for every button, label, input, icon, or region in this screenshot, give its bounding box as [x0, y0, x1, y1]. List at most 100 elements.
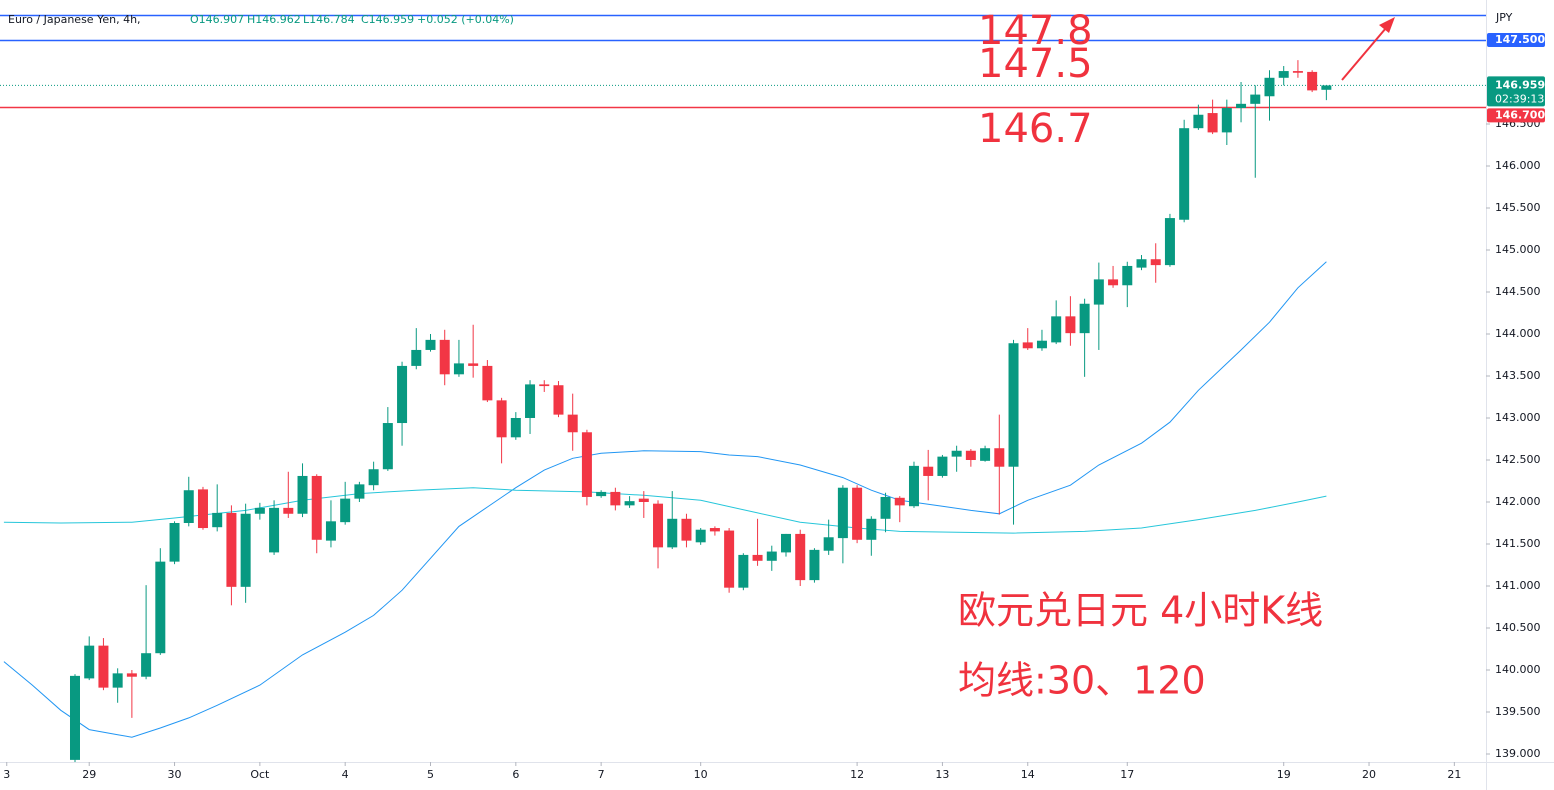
- candle-body: [837, 487, 848, 539]
- x-tick-label: 21: [1447, 768, 1461, 781]
- annotation: 146.7: [978, 106, 1093, 152]
- candle-body: [325, 521, 336, 541]
- candle-body: [183, 490, 194, 523]
- candle-body: [596, 491, 607, 497]
- candle-body: [1036, 340, 1047, 349]
- candle-body: [809, 549, 820, 581]
- candle-body: [937, 456, 948, 476]
- currency-label: JPY: [1495, 11, 1513, 24]
- candle-body: [1250, 94, 1261, 104]
- candle-body: [411, 349, 422, 366]
- candle-body: [98, 645, 109, 688]
- header-change: +0.052 (+0.04%): [417, 13, 514, 26]
- x-tick-label: 14: [1021, 768, 1035, 781]
- y-tick-label: 142.000: [1495, 495, 1541, 508]
- candle-body: [397, 365, 408, 424]
- last-price-box: [1487, 76, 1545, 107]
- y-tick-label: 145.500: [1495, 201, 1541, 214]
- x-tick-label: 29: [82, 768, 96, 781]
- y-tick-label: 139.500: [1495, 705, 1541, 718]
- candle-body: [1221, 108, 1232, 133]
- candle-body: [795, 533, 806, 581]
- y-tick-label: 139.000: [1495, 747, 1541, 760]
- x-tick-label: 4: [342, 768, 349, 781]
- x-tick-label: 20: [1362, 768, 1376, 781]
- price-label: 147.500: [1495, 33, 1545, 46]
- x-tick-label: 10: [694, 768, 708, 781]
- annotation: 147.8: [978, 8, 1093, 54]
- candle-body: [1264, 77, 1275, 97]
- arrow-head: [1379, 17, 1395, 33]
- x-tick-label: 7: [598, 768, 605, 781]
- candle-body: [254, 507, 265, 514]
- candle-body: [382, 423, 393, 470]
- candle-body: [1008, 343, 1019, 467]
- candle-body: [724, 530, 735, 588]
- candle-body: [1164, 218, 1175, 266]
- price-label-box: [1487, 108, 1545, 123]
- y-tick-label: 144.500: [1495, 285, 1541, 298]
- annotation: 欧元兑日元 4小时K线: [958, 589, 1323, 633]
- candle-body: [368, 469, 379, 486]
- countdown-label: 02:39:13: [1495, 92, 1544, 105]
- candle-body: [539, 384, 550, 387]
- candle-body: [553, 385, 564, 415]
- plot-area: [0, 14, 1486, 762]
- candle-body: [1093, 279, 1104, 305]
- candle-body: [823, 537, 834, 551]
- candle-body: [994, 448, 1005, 467]
- y-tick-label: 140.500: [1495, 621, 1541, 634]
- candle-body: [1292, 71, 1303, 73]
- candle-body: [141, 653, 152, 677]
- candle-body: [340, 498, 351, 523]
- candle-body: [681, 518, 692, 541]
- candle-body: [354, 484, 365, 499]
- x-tick-label: 6: [512, 768, 519, 781]
- header-ohlc: C146.959: [361, 13, 414, 26]
- candle-body: [638, 498, 649, 502]
- candle-body: [1079, 303, 1090, 334]
- candle-body: [709, 528, 720, 532]
- candle-body: [1122, 265, 1133, 286]
- candle-body: [69, 675, 80, 760]
- moving-average: [3, 261, 1327, 738]
- candle-body: [112, 673, 123, 688]
- candle-body: [965, 450, 976, 460]
- candle-body: [525, 384, 536, 418]
- candle-body: [923, 466, 934, 476]
- y-tick-label: 143.000: [1495, 411, 1541, 424]
- candle-body: [610, 491, 621, 506]
- candle-body: [581, 432, 592, 497]
- candle-body: [269, 507, 280, 553]
- x-tick-label: 17: [1120, 768, 1134, 781]
- y-tick-label: 141.500: [1495, 537, 1541, 550]
- y-tick-label: 144.000: [1495, 327, 1541, 340]
- candle-body: [1321, 85, 1332, 90]
- candle-body: [1108, 279, 1119, 286]
- candle-body: [738, 554, 749, 588]
- header-ohlc: L146.784: [303, 13, 355, 26]
- candle-body: [781, 533, 792, 553]
- candle-body: [482, 365, 493, 401]
- candle-body: [1207, 113, 1218, 133]
- y-tick-label: 140.000: [1495, 663, 1541, 676]
- header-ohlc: H146.962: [247, 13, 301, 26]
- candle-body: [226, 512, 237, 587]
- candle-body: [468, 363, 479, 366]
- candle-body: [1022, 342, 1033, 349]
- candle-body: [908, 465, 919, 507]
- candle-body: [126, 673, 137, 677]
- price-label-box: [1487, 32, 1545, 47]
- candle-body: [169, 522, 180, 562]
- candle-body: [1065, 316, 1076, 334]
- candle-body: [155, 561, 166, 654]
- candle-body: [866, 518, 877, 540]
- candle-body: [84, 645, 95, 679]
- x-tick-label: 13: [935, 768, 949, 781]
- x-tick-label: 5: [427, 768, 434, 781]
- candle-body: [653, 503, 664, 548]
- candle-body: [453, 363, 464, 375]
